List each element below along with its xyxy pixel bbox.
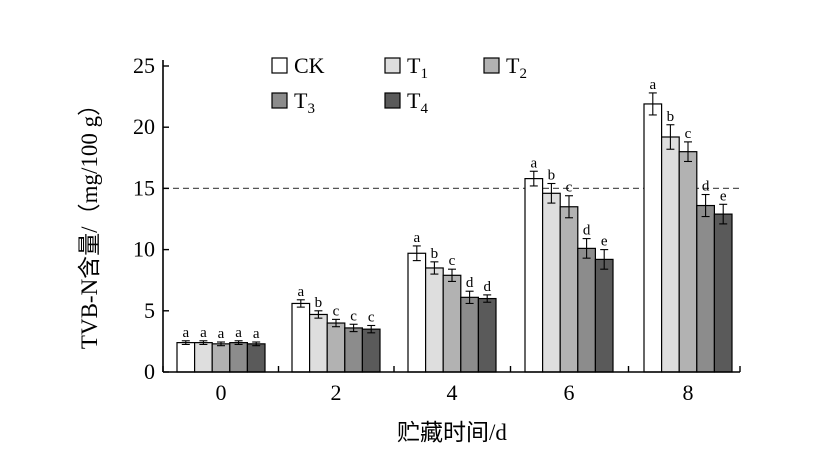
significance-label: b — [431, 246, 439, 262]
bar — [309, 313, 328, 373]
bar — [246, 343, 266, 373]
legend-subscript: 4 — [420, 101, 428, 117]
x-tick-label: 0 — [216, 380, 227, 405]
bar — [477, 297, 497, 373]
legend-subscript: 1 — [420, 66, 428, 82]
bar — [194, 342, 213, 373]
y-tick-label: 0 — [144, 359, 155, 384]
bar — [577, 247, 596, 373]
bar — [643, 103, 663, 373]
y-axis-title: TVB-N含量/（mg/100 g） — [77, 93, 102, 349]
x-axis-title: 贮藏时间/d — [397, 420, 507, 445]
significance-label: c — [368, 309, 375, 325]
bar — [660, 136, 680, 373]
bar — [229, 342, 249, 373]
bar — [541, 192, 561, 373]
legend-subscript: 3 — [307, 101, 315, 117]
bar — [713, 213, 733, 373]
significance-label: a — [200, 325, 207, 341]
legend-label: CK — [294, 53, 325, 78]
significance-label: d — [483, 279, 491, 295]
legend-swatch — [271, 92, 288, 109]
significance-label: d — [583, 223, 591, 239]
significance-label: a — [530, 155, 537, 171]
significance-label: c — [566, 180, 573, 196]
legend-subscript: 2 — [519, 66, 527, 82]
legend-label: T4 — [407, 88, 428, 117]
x-tick-label: 8 — [683, 380, 694, 405]
significance-label: e — [720, 188, 727, 204]
significance-label: d — [702, 179, 710, 195]
bar — [176, 342, 196, 373]
x-tick-label: 4 — [447, 380, 458, 405]
bar — [344, 327, 363, 373]
significance-label: c — [449, 253, 456, 269]
legend-label: T2 — [506, 53, 527, 82]
significance-label: c — [350, 308, 357, 324]
bar — [524, 178, 544, 373]
y-tick-label: 10 — [133, 237, 155, 262]
significance-label: c — [333, 303, 340, 319]
significance-label: d — [466, 275, 474, 291]
bar — [211, 343, 231, 373]
bar — [460, 296, 479, 373]
x-tick-label: 2 — [331, 380, 342, 405]
legend-label: T1 — [407, 53, 428, 82]
significance-label: e — [601, 234, 608, 250]
bar — [291, 302, 311, 373]
significance-label: a — [253, 326, 260, 342]
y-tick-label: 5 — [144, 298, 155, 323]
significance-label: a — [218, 326, 225, 342]
significance-label: b — [548, 168, 556, 184]
bar — [326, 322, 346, 373]
significance-label: a — [649, 77, 656, 93]
bar — [696, 204, 715, 373]
legend-label: T3 — [294, 88, 315, 117]
bar — [594, 258, 614, 373]
y-tick-label: 15 — [133, 175, 155, 200]
significance-label: a — [297, 284, 304, 300]
significance-label: c — [685, 126, 692, 142]
x-tick-label: 6 — [564, 380, 575, 405]
y-tick-label: 25 — [133, 53, 155, 78]
bar — [361, 328, 381, 373]
bar — [559, 206, 579, 373]
significance-label: b — [315, 295, 323, 311]
legend-swatch — [384, 92, 401, 109]
bar — [442, 274, 462, 373]
legend-swatch — [271, 57, 288, 74]
significance-label: a — [413, 230, 420, 246]
legend-swatch — [483, 57, 500, 74]
significance-label: a — [235, 325, 242, 341]
y-tick-label: 20 — [133, 114, 155, 139]
significance-label: a — [182, 325, 189, 341]
significance-label: b — [667, 109, 675, 125]
bar — [407, 252, 427, 373]
bar — [678, 151, 698, 373]
legend-swatch — [384, 57, 401, 74]
bar — [425, 267, 444, 373]
legend: CK T1 T2 T3 T4 — [271, 53, 527, 117]
axes-layer: 0 5 10 15 20 25 0 2 4 6 8 — [133, 53, 741, 405]
